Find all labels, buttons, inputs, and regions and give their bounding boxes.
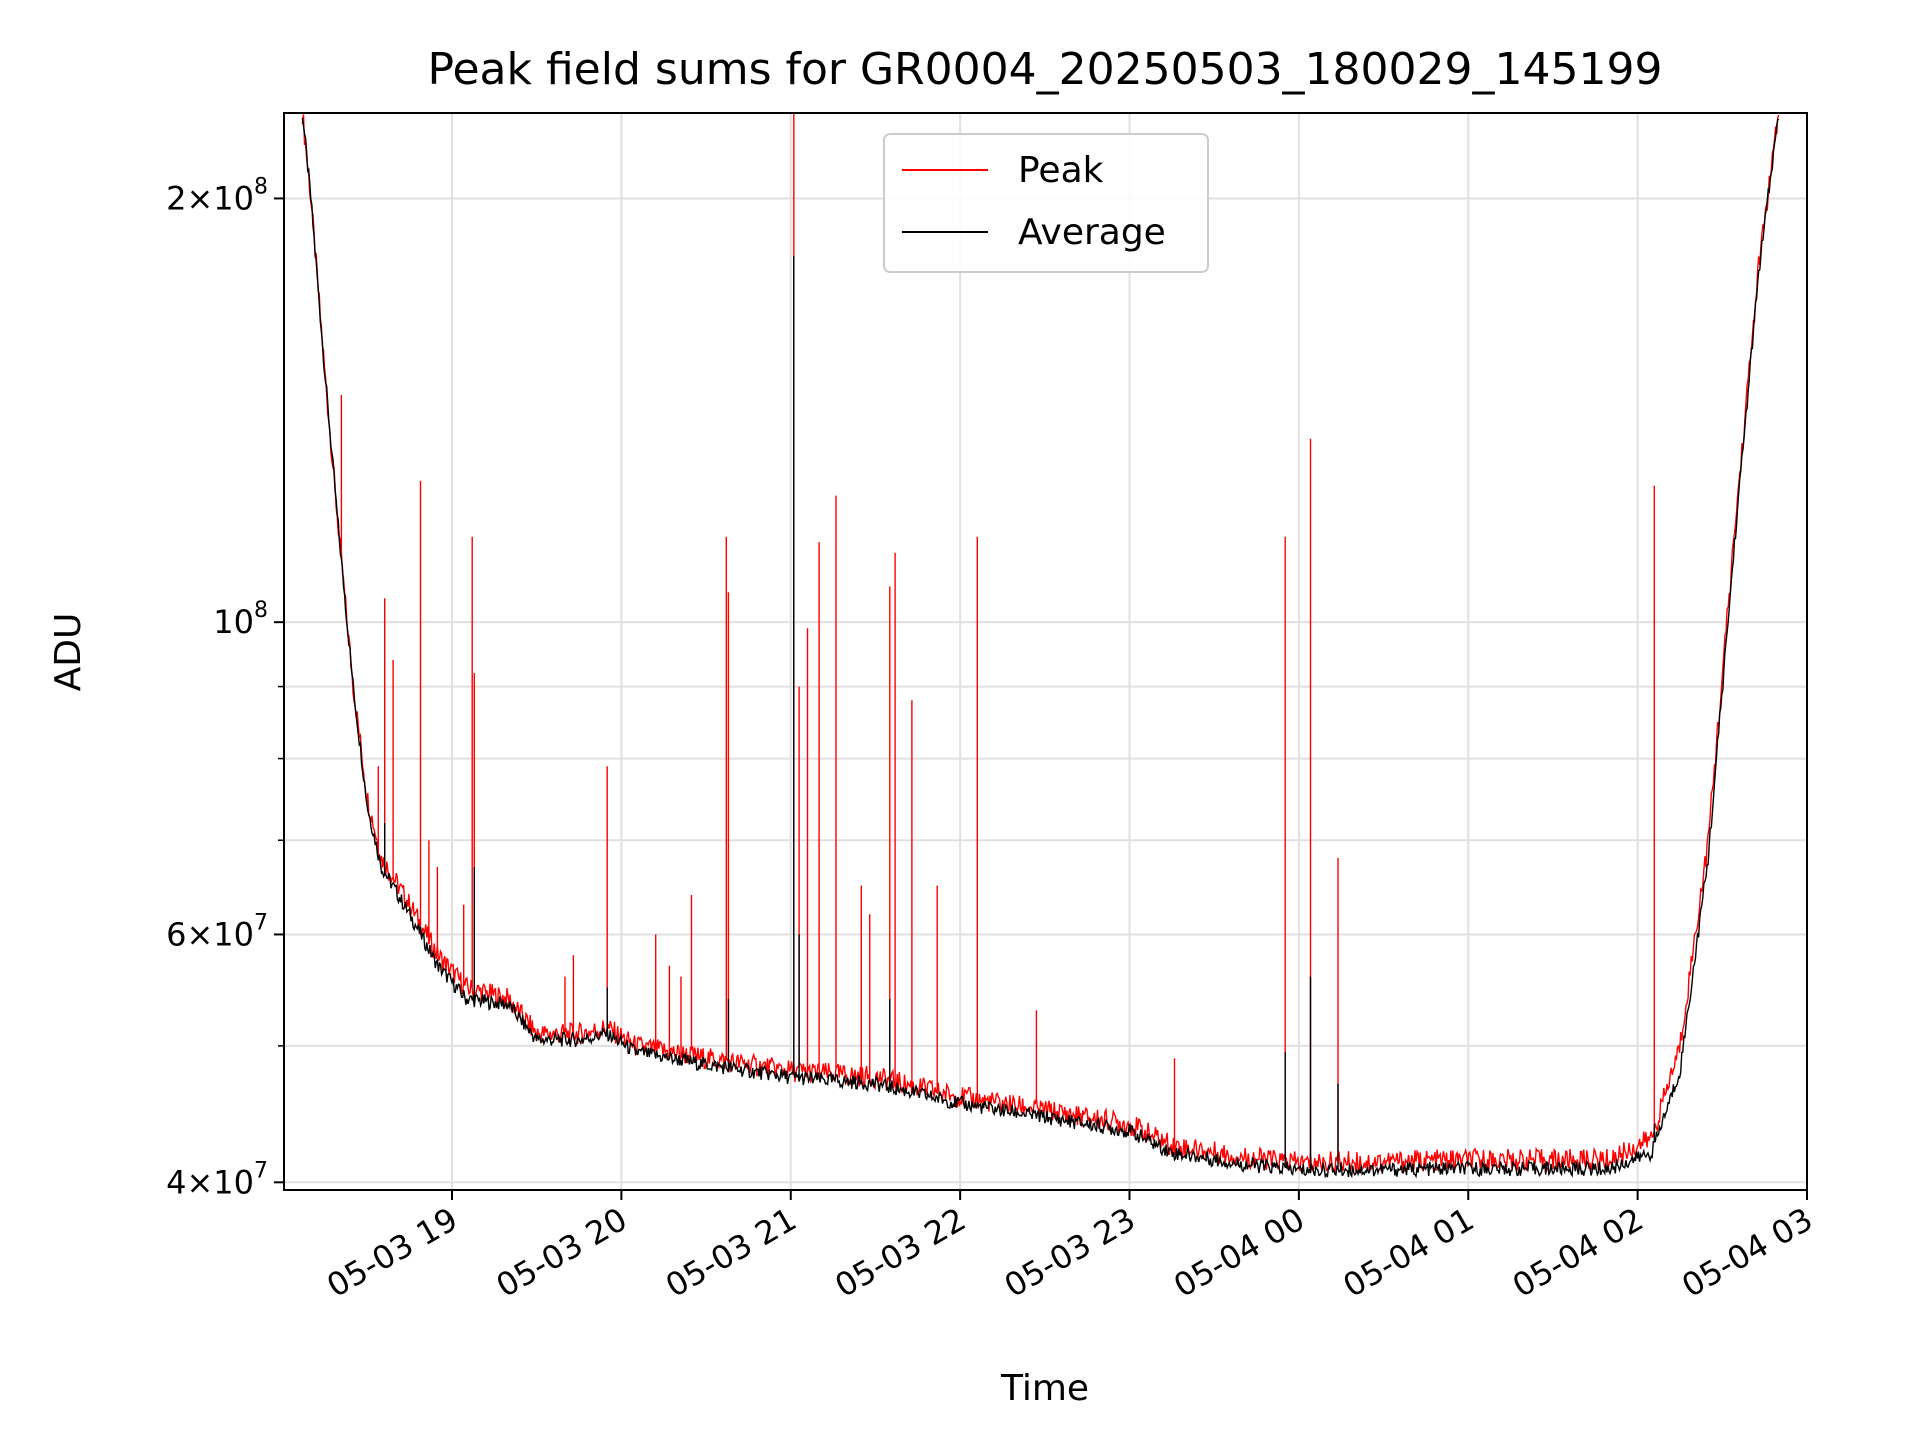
x-axis-title: Time bbox=[1000, 1368, 1089, 1409]
y-tick-label: 108 bbox=[213, 598, 268, 641]
chart-title: Peak field sums for GR0004_20250503_1800… bbox=[428, 44, 1663, 95]
legend-label-average: Average bbox=[1018, 212, 1166, 253]
series-line-average bbox=[301, 117, 1780, 1179]
y-axis-title: ADU bbox=[48, 613, 89, 692]
plot-frame bbox=[283, 112, 1808, 1191]
gridlines bbox=[284, 113, 1808, 1190]
y-tick-label: 6×107 bbox=[166, 910, 268, 953]
plot-area bbox=[301, 114, 1780, 1179]
y-tick-label: 4×107 bbox=[166, 1158, 268, 1201]
y-axis: 4×107 6×107 108 2×108 bbox=[166, 174, 284, 1201]
y-tick-label: 2×108 bbox=[166, 174, 268, 217]
legend-box bbox=[883, 133, 1209, 273]
legend-label-peak: Peak bbox=[1018, 150, 1104, 191]
legend: Peak Average bbox=[883, 133, 1209, 273]
